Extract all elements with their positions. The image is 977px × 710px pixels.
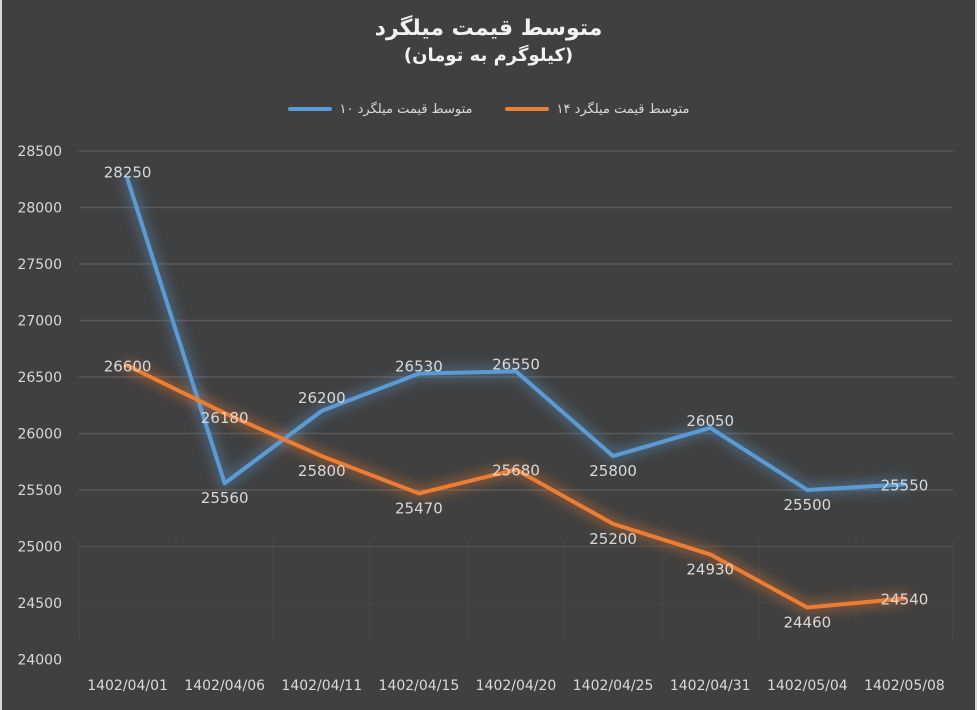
- x-tick-label: 1402/04/20: [476, 678, 557, 694]
- series-line-14[interactable]: [125, 363, 907, 610]
- data-label: 25800: [298, 462, 346, 480]
- x-tick-label: 1402/04/01: [87, 678, 168, 694]
- data-label: 26180: [201, 409, 249, 427]
- x-axis: 1402/04/01 1402/04/06 1402/04/11 1402/04/15…: [87, 678, 945, 694]
- legend: متوسط قیمت میلگرد ۱۴ متوسط قیمت میلگرد ۱…: [0, 97, 977, 121]
- y-tick-label: 24000: [17, 653, 62, 669]
- data-label: 24540: [881, 590, 929, 608]
- data-label: 26050: [686, 412, 734, 430]
- x-tick-label: 1402/04/15: [379, 678, 460, 694]
- y-tick-label: 27000: [17, 314, 62, 330]
- data-label: 26600: [104, 358, 152, 376]
- data-label: 24930: [686, 560, 734, 578]
- y-axis: 24000 24500 25000 25500 26000 26500 27000 27500…: [17, 144, 62, 669]
- y-tick-label: 24500: [17, 596, 62, 612]
- chart-title: متوسط قیمت میلگرد: [374, 16, 603, 41]
- data-label: 25550: [881, 476, 929, 494]
- title-block: متوسط قیمت میلگرد (کیلوگرم به تومان): [0, 14, 977, 68]
- legend-label: متوسط قیمت میلگرد ۱۴: [556, 101, 690, 117]
- y-tick-label: 28500: [17, 144, 62, 160]
- data-label: 25560: [201, 489, 249, 507]
- x-tick-label: 1402/04/06: [184, 678, 265, 694]
- data-label: 25500: [783, 496, 831, 514]
- data-label: 25470: [395, 499, 443, 517]
- legend-item-series-10[interactable]: متوسط قیمت میلگرد ۱۰: [287, 101, 473, 117]
- data-label: 24460: [783, 614, 831, 632]
- series-line-10[interactable]: [125, 177, 907, 492]
- y-tick-label: 26500: [17, 370, 62, 386]
- y-tick-label: 28000: [17, 201, 62, 217]
- data-label: 26530: [395, 358, 443, 376]
- x-tick-label: 1402/05/08: [864, 678, 945, 694]
- y-tick-label: 26000: [17, 427, 62, 443]
- legend-label: متوسط قیمت میلگرد ۱۰: [339, 101, 473, 117]
- y-tick-label: 25000: [17, 540, 62, 556]
- legend-swatch-blue-icon: [287, 107, 332, 111]
- legend-swatch-orange-icon: [504, 107, 549, 111]
- x-tick-label: 1402/04/31: [670, 678, 751, 694]
- x-tick-label: 1402/04/11: [281, 678, 362, 694]
- data-label: 25200: [589, 530, 637, 548]
- gridlines: [78, 150, 954, 640]
- data-label: 26550: [492, 355, 540, 373]
- x-tick-label: 1402/04/25: [573, 678, 654, 694]
- series-lines: [122, 174, 910, 613]
- data-label: 26200: [298, 389, 346, 407]
- y-tick-label: 27500: [17, 257, 62, 273]
- y-tick-label: 25500: [17, 483, 62, 499]
- legend-item-series-14[interactable]: متوسط قیمت میلگرد ۱۴: [504, 101, 690, 117]
- data-label: 28250: [104, 163, 152, 181]
- data-label: 25800: [589, 462, 637, 480]
- data-label: 25680: [492, 462, 540, 480]
- x-tick-label: 1402/05/04: [767, 678, 848, 694]
- data-labels: 28250 25560 26200 26530 26550 25800 26050 25500…: [104, 163, 929, 631]
- chart-subtitle: (کیلوگرم به تومان): [403, 45, 574, 66]
